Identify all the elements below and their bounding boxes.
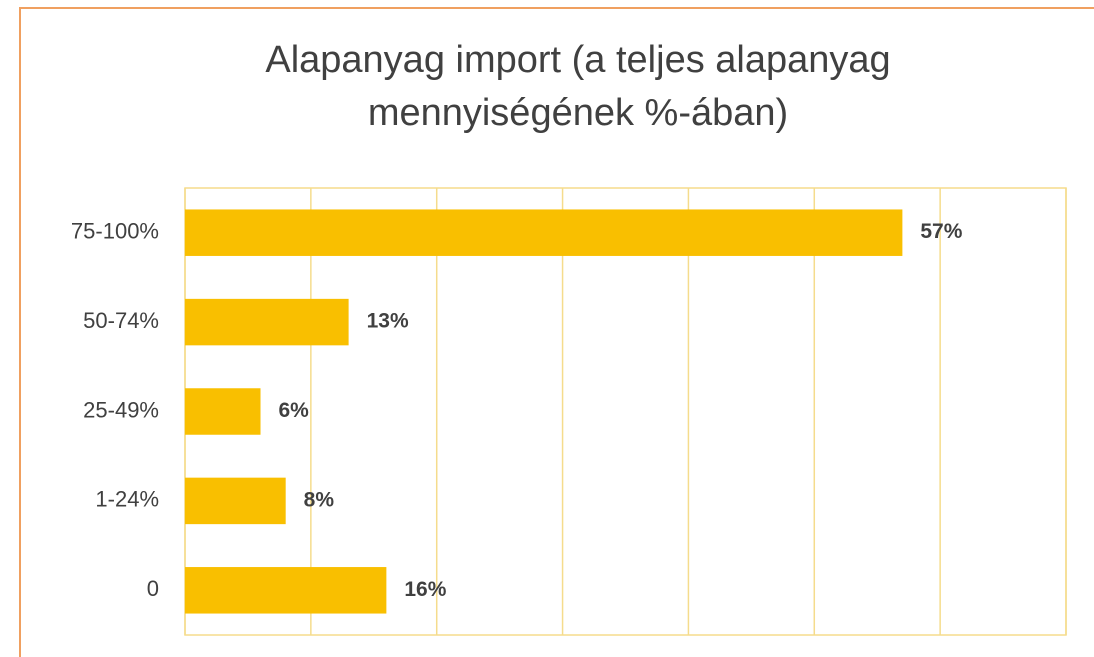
bar	[185, 388, 261, 435]
data-label: 6%	[279, 399, 310, 422]
y-tick-label: 75-100%	[71, 219, 159, 244]
chart-title: Alapanyag import (a teljes alapanyag	[265, 39, 890, 81]
frame	[19, 7, 1094, 657]
bar	[185, 477, 286, 525]
data-label: 8%	[304, 488, 335, 511]
bar	[185, 298, 349, 346]
y-tick-label: 50-74%	[83, 308, 159, 333]
data-label: 16%	[404, 578, 446, 601]
data-label: 57%	[920, 220, 962, 243]
bar	[185, 209, 903, 256]
y-tick-label: 1-24%	[95, 487, 159, 512]
bar	[185, 567, 387, 614]
chart-title: mennyiségének %-ában)	[368, 92, 788, 134]
y-tick-label: 25-49%	[83, 397, 159, 422]
y-tick-label: 0	[147, 576, 159, 601]
data-label: 13%	[367, 310, 409, 333]
